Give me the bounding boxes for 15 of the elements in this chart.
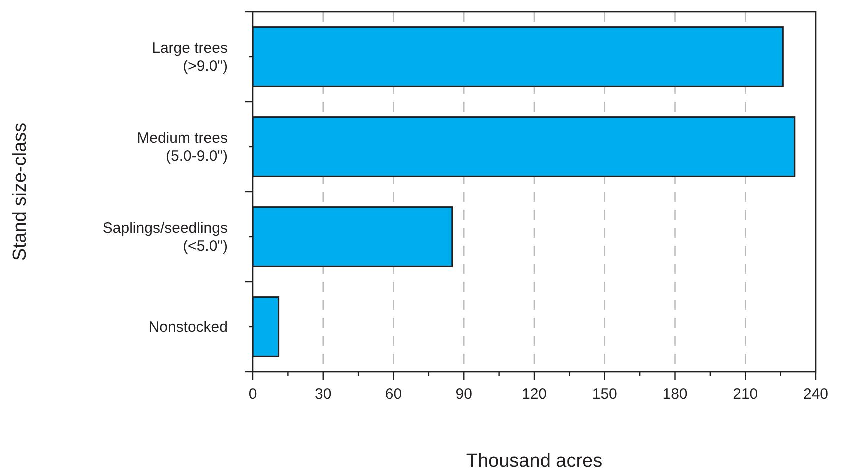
x-tick-label: 120: [522, 386, 548, 403]
y-axis-title: Stand size-class: [10, 122, 31, 262]
y-tick-label: Nonstocked: [148, 319, 228, 336]
y-tick-label: Medium trees (5.0-9.0"): [137, 130, 228, 165]
y-tick-label: Saplings/seedlings (<5.0"): [102, 220, 228, 255]
x-tick-label: 150: [592, 386, 618, 403]
y-tick-label: Large trees (>9.0"): [152, 40, 228, 75]
x-tick-label: 180: [662, 386, 688, 403]
x-tick-label: 240: [803, 386, 829, 403]
x-axis-title: Thousand acres: [466, 451, 603, 472]
x-tick-label: 30: [315, 386, 332, 403]
x-tick-label: 60: [385, 386, 402, 403]
x-tick-label: 90: [456, 386, 472, 403]
x-tick-label: 0: [248, 386, 258, 403]
x-tick-label: 210: [733, 386, 758, 403]
